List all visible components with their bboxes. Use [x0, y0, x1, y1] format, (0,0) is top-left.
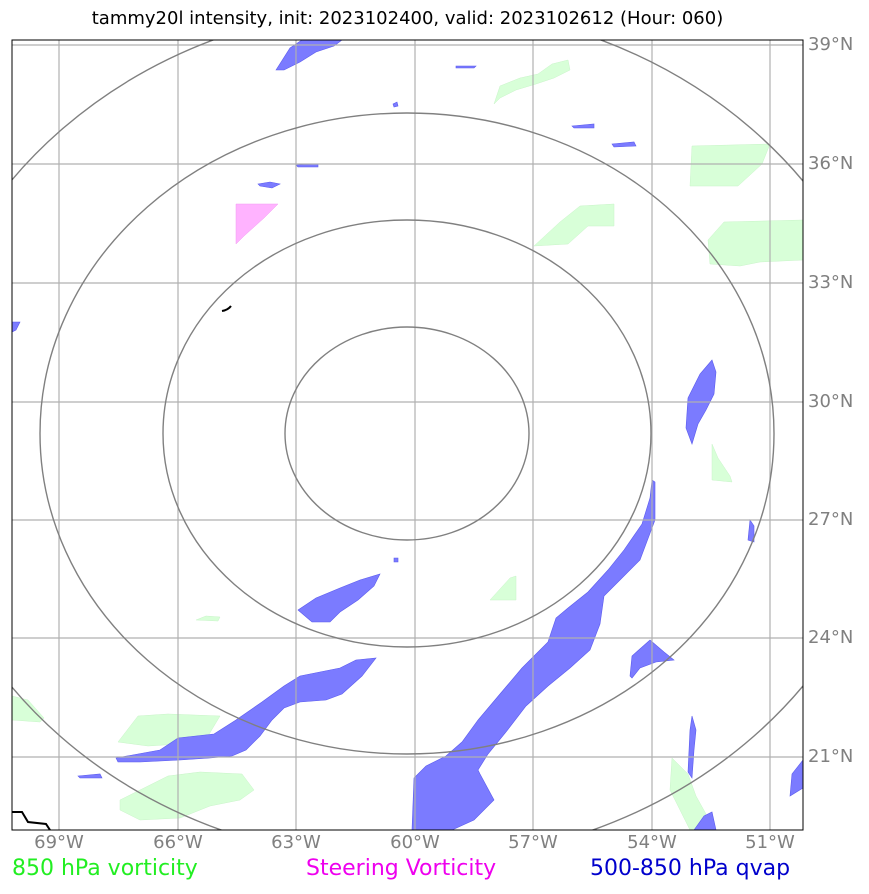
lat-label-21n: 21°N [808, 746, 854, 767]
vorticity-850-area [195, 615, 221, 622]
steering-vorticity-area [235, 203, 279, 245]
vorticity-850-area [119, 771, 255, 821]
legend-850-vorticity: 850 hPa vorticity [12, 856, 198, 881]
vorticity-850-area [489, 575, 517, 601]
legend-steering-vorticity: Steering Vorticity [306, 856, 497, 881]
lon-label-69w: 69°W [34, 832, 84, 853]
lon-label-60w: 60°W [390, 832, 440, 853]
qvap-area [77, 773, 103, 779]
vorticity-850-area [689, 143, 771, 187]
qvap-area [12, 321, 21, 333]
graticule [12, 40, 803, 830]
lat-label-27n: 27°N [808, 509, 854, 530]
map-title: tammy20l intensity, init: 2023102400, va… [91, 8, 724, 29]
qvap-area [789, 759, 803, 797]
lon-label-66w: 66°W [153, 832, 203, 853]
vorticity-850-area [493, 59, 571, 105]
coastline [12, 305, 232, 830]
range-rings [12, 40, 803, 830]
qvap-area [693, 811, 717, 830]
vorticity-850-layer [12, 59, 803, 830]
qvap-area [393, 557, 399, 563]
range-ring-3 [39, 112, 775, 755]
lon-label-54w: 54°W [627, 832, 677, 853]
lon-label-51w: 51°W [745, 832, 795, 853]
qvap-area [297, 573, 381, 623]
qvap-area [257, 181, 281, 189]
bermuda-coastline [221, 305, 232, 312]
qvap-area [571, 123, 595, 129]
qvap-area [687, 715, 697, 779]
range-ring-1 [284, 326, 530, 541]
vorticity-850-area [533, 203, 615, 247]
vorticity-850-area [12, 695, 45, 723]
qvap-area [392, 101, 399, 108]
vorticity-850-area [669, 757, 707, 830]
lat-label-33n: 33°N [808, 272, 854, 293]
vorticity-850-area [707, 219, 803, 267]
qvap-area [115, 657, 377, 763]
legend-qvap: 500-850 hPa qvap [590, 856, 791, 881]
coastline-segment [12, 811, 51, 830]
steering-vorticity-layer [235, 203, 279, 245]
range-ring-2 [162, 219, 652, 648]
lat-label-30n: 30°N [808, 391, 854, 412]
lat-label-24n: 24°N [808, 627, 854, 648]
plot-frame [11, 39, 804, 831]
lon-label-57w: 57°W [508, 832, 558, 853]
qvap-area [455, 65, 477, 69]
vorticity-850-area [711, 443, 733, 483]
lat-label-39n: 39°N [808, 34, 854, 55]
qvap-layer [12, 40, 803, 830]
lat-label-36n: 36°N [808, 153, 854, 174]
qvap-area [611, 141, 637, 148]
lon-label-63w: 63°W [271, 832, 321, 853]
